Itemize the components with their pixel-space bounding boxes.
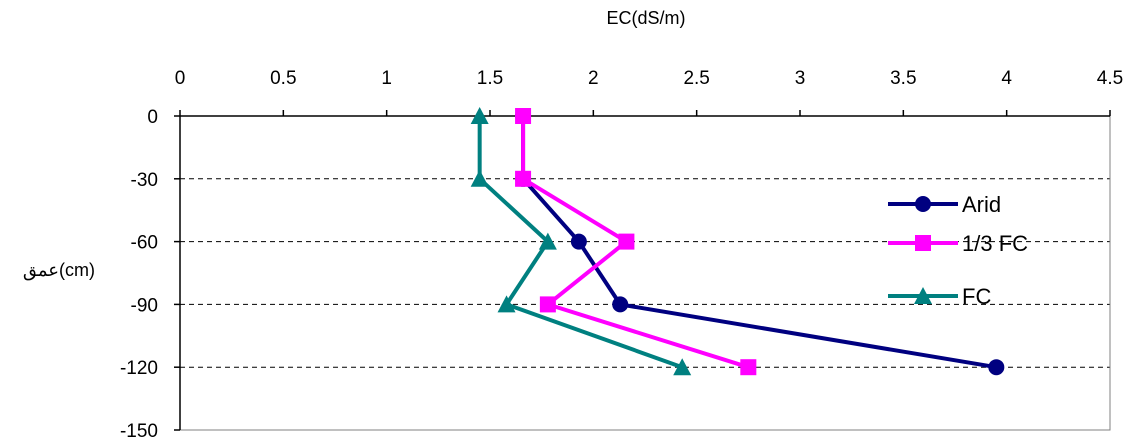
x-tick-label-7: 3.5 xyxy=(890,68,916,89)
y-tick-label-2: -60 xyxy=(131,233,158,254)
x-tick-label-5: 2.5 xyxy=(683,68,709,89)
y-tick-label-0: 0 xyxy=(147,107,158,128)
legend-swatch-marker-2 xyxy=(914,287,932,304)
legend-item-0: Arid xyxy=(888,192,1001,217)
plot-border xyxy=(179,115,1111,431)
x-tick-label-2: 1 xyxy=(381,68,392,89)
data-point-1-1 xyxy=(515,170,532,187)
x-tick-label-3: 1.5 xyxy=(477,68,503,89)
data-point-2-1 xyxy=(470,169,489,187)
data-point-0-2 xyxy=(570,233,587,250)
legend-item-2: FC xyxy=(888,284,991,309)
y-tick-label-4: -120 xyxy=(120,358,158,379)
data-point-2-2 xyxy=(538,232,557,250)
legend-swatch-marker-0 xyxy=(915,196,931,212)
series-group xyxy=(470,107,1005,376)
x-tick-label-9: 4.5 xyxy=(1097,68,1123,89)
data-point-2-4 xyxy=(673,358,692,376)
data-point-1-2 xyxy=(618,233,635,250)
legend-label-1: 1/3 FC xyxy=(962,231,1028,256)
y-tick-label-3: -90 xyxy=(131,295,158,316)
x-tick-label-1: 0.5 xyxy=(270,68,296,89)
legend-label-0: Arid xyxy=(962,192,1001,217)
legend-swatch-marker-1 xyxy=(915,235,931,251)
axes: 0 0.5 1 1.5 2 2.5 3 3.5 4 4.5 0 -30 -60 -90 -120 -150 xyxy=(120,68,1123,442)
y-axis-title: عمق(cm) xyxy=(23,260,95,281)
series-2 xyxy=(470,107,692,376)
data-point-0-3 xyxy=(612,296,629,313)
x-tick-label-8: 4 xyxy=(1001,68,1012,89)
x-axis-title: EC(dS/m) xyxy=(606,8,685,28)
legend-item-1: 1/3 FC xyxy=(888,231,1028,256)
series-1 xyxy=(515,108,757,376)
data-point-1-4 xyxy=(740,359,757,376)
data-point-1-0 xyxy=(515,108,532,124)
x-tick-label-0: 0 xyxy=(175,68,186,89)
data-point-2-0 xyxy=(470,107,489,124)
y-tick-label-1: -30 xyxy=(131,170,158,191)
x-tick-label-6: 3 xyxy=(795,68,806,89)
y-tick-label-5: -150 xyxy=(120,421,158,442)
data-point-1-3 xyxy=(539,296,556,313)
legend-label-2: FC xyxy=(962,284,991,309)
data-point-2-3 xyxy=(497,295,516,313)
x-tick-label-4: 2 xyxy=(588,68,599,89)
legend: Arid 1/3 FC FC xyxy=(888,192,1028,309)
data-point-0-4 xyxy=(988,359,1005,376)
